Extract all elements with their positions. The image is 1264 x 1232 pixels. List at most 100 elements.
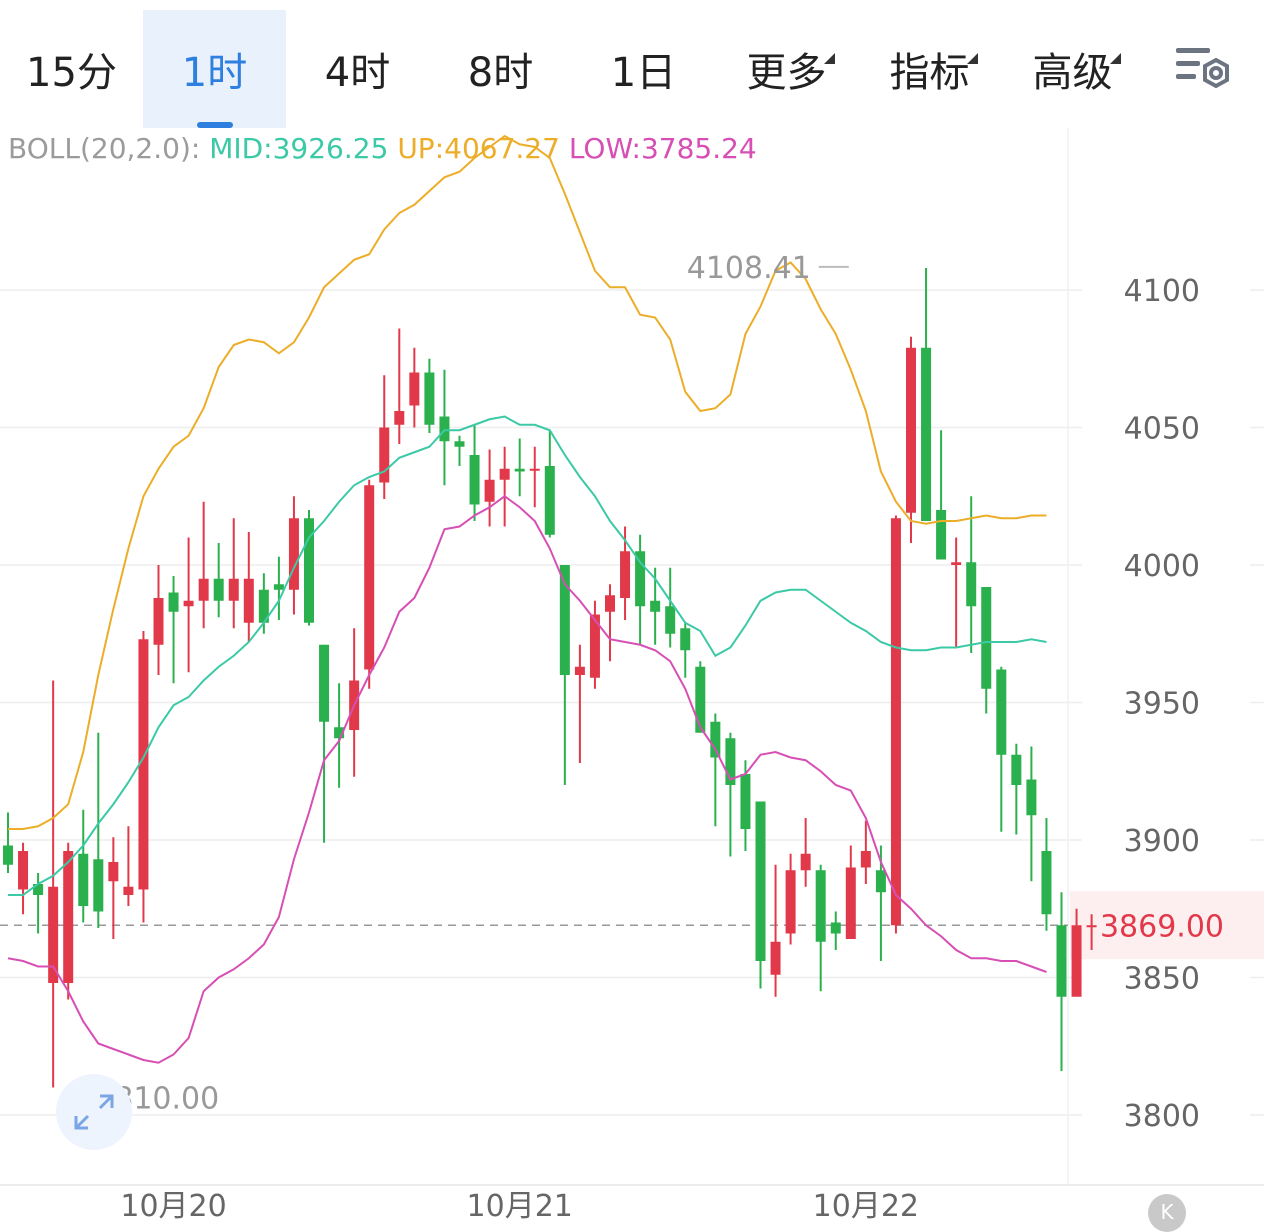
candle-body [304,518,314,623]
tab-7[interactable]: 高级 [1001,10,1144,128]
boll-legend: BOLL(20,2.0): MID:3926.25 UP:4067.27 LOW… [8,132,757,165]
expand-arrows-icon [74,1094,114,1130]
candle-body [875,870,886,893]
candle-body [620,551,631,598]
candle-body [665,606,676,634]
tab-5[interactable]: 更多 [715,10,858,128]
candle-body [243,578,254,623]
candle-body [830,922,841,934]
candle-body [845,867,856,939]
candle-body [63,851,74,983]
candle-body [213,578,224,601]
candle-body [981,587,992,689]
candle-body [48,886,59,983]
candle-body [966,562,977,607]
candle-body [123,886,134,895]
dropdown-caret-icon [966,53,978,64]
tab-0[interactable]: 15分 [0,10,143,128]
tab-2[interactable]: 4时 [286,10,429,128]
boll-mid-line [8,415,1047,896]
candle-body [695,666,706,733]
candle-body [635,551,646,607]
candle-body [198,578,209,601]
candle-body [499,468,510,480]
candle-body [379,427,390,483]
candle-body [860,851,871,868]
expand-chart-button[interactable] [56,1074,132,1150]
candle-body [755,801,766,961]
candle-body [529,468,540,471]
candle-body [544,466,555,535]
candle-body [484,479,495,502]
candle-body [228,578,239,601]
candle-body [93,859,104,912]
candle-body [394,411,405,425]
candle-body [439,416,450,442]
candle-body [800,853,811,871]
candle-body [319,644,330,722]
tab-label: 4时 [324,50,391,96]
candle-body [936,510,947,560]
candle-body [890,518,901,926]
tab-4[interactable]: 1日 [572,10,715,128]
candle-body [589,614,600,678]
x-tick-label: 10月21 [467,1189,573,1219]
current-price-bg [1070,891,1264,960]
y-tick-label: 4050 [1124,412,1200,447]
y-tick-label: 3950 [1124,687,1200,722]
candle-body [3,845,13,865]
candle-body [364,485,375,670]
y-tick-label: 4100 [1124,274,1200,309]
boll-mid-value: MID:3926.25 [209,132,389,165]
candle-body [1071,925,1082,997]
candle-body [108,862,119,882]
candle-body [424,372,435,425]
candle-body [951,562,962,565]
candle-body [33,884,44,895]
candle-body [710,721,721,758]
y-tick-label: 3850 [1124,962,1200,997]
boll-lower-line [7,495,1047,1064]
candle-body [1011,754,1022,785]
candle-body [288,518,299,590]
tab-label: 指标 [890,40,978,98]
boll-low-value: LOW:3785.24 [568,132,757,165]
candle-body [725,738,736,785]
boll-up-value: UP:4067.27 [397,132,560,165]
timeframe-tabs: 15分 1时 4时 8时 1日 更多 指标 高级 [0,0,1264,128]
tab-label: 8时 [467,50,534,96]
tab-label: 15分 [26,50,117,96]
candle-body [168,592,179,612]
candle-body [680,628,691,651]
high-marker-label: 4108.41 [687,251,811,286]
candle-body [1056,925,1067,997]
candle-body [605,595,615,612]
chart-settings-icon [1176,48,1229,89]
candle-body [559,565,570,675]
candle-body [469,455,480,505]
tab-label: 1时 [181,50,248,96]
tab-3[interactable]: 8时 [429,10,572,128]
candle-body [78,853,89,906]
candle-body [454,441,465,447]
candle-body [183,600,194,607]
tab-6[interactable]: 指标 [858,10,1001,128]
candle-body [770,941,781,975]
tab-label: 1日 [610,50,677,96]
active-tab-indicator [196,122,233,128]
tab-label: 更多 [747,40,835,98]
chart-settings-button[interactable] [1172,44,1238,100]
y-tick-label: 4000 [1124,549,1200,584]
candlestick-chart[interactable]: 4100 4050 4000 3950 3900 3850 3800 10月20 10月21 10… [0,128,1264,1219]
boll-name: BOLL(20,2.0): [8,132,201,165]
tab-label: 高级 [1033,40,1121,98]
tab-1[interactable]: 1时 [143,10,286,128]
boll-upper-line [8,134,1047,830]
candle-body [409,372,420,406]
candle-body [258,589,269,623]
candle-body [574,666,585,675]
candle-body [921,347,932,521]
dropdown-caret-icon [1109,53,1121,64]
x-tick-label: 10月20 [120,1189,226,1219]
candle-body [18,851,29,890]
